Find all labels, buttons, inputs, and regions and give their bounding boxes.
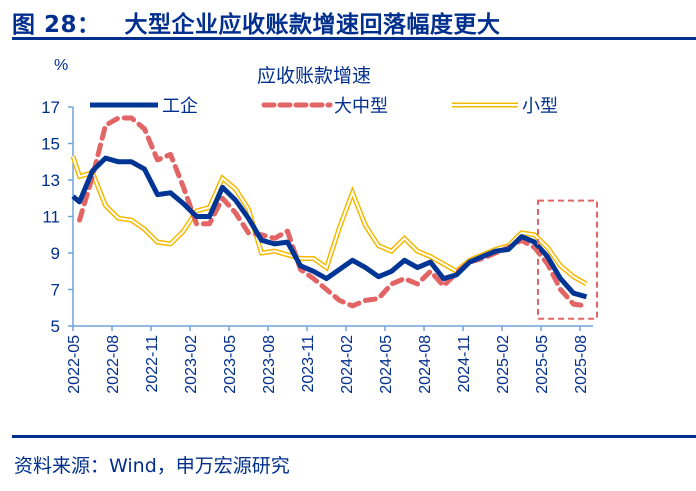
y-axis-unit: % <box>54 57 68 74</box>
x-tick-label: 2024-08 <box>417 335 434 394</box>
x-tick-label: 2025-08 <box>573 335 590 394</box>
x-ticks: 2022-05 2022-08 2022-11 2023-02 2023-05 2023-… <box>66 326 590 394</box>
x-tick-label: 2025-02 <box>495 335 512 394</box>
x-tick-label: 2024-02 <box>339 335 356 394</box>
series-line-large-medium <box>77 115 589 309</box>
legend-label-small: 小型 <box>522 96 558 117</box>
x-tick-label: 2022-05 <box>66 335 83 394</box>
legend-label-large-medium: 大中型 <box>334 96 388 117</box>
legend-label-industrial: 工企 <box>162 96 198 117</box>
y-tick-label: 15 <box>41 135 60 154</box>
x-tick-label: 2022-11 <box>144 335 161 393</box>
x-tick-label: 2024-05 <box>378 335 395 394</box>
x-tick-label: 2025-05 <box>534 335 551 394</box>
title-underline <box>12 37 696 40</box>
x-tick-label: 2023-08 <box>261 335 278 394</box>
footer-rule <box>12 435 696 438</box>
x-tick-label: 2024-11 <box>456 335 473 393</box>
highlight-box <box>537 199 598 320</box>
figure-title: 图 28： 大型企业应收账款增速回落幅度更大 <box>12 5 501 39</box>
x-tick-label: 2023-05 <box>222 335 239 394</box>
x-tick-label: 2023-11 <box>300 335 317 393</box>
y-ticks: 5 7 9 11 13 15 17 <box>41 98 73 336</box>
chart-title: 应收账款增速 <box>257 65 371 87</box>
series-lines <box>70 115 589 309</box>
y-tick-label: 7 <box>51 281 60 300</box>
y-tick-label: 17 <box>41 98 60 117</box>
y-tick-label: 11 <box>42 208 60 227</box>
source-note: 资料来源：Wind，申万宏源研究 <box>14 455 290 477</box>
figure-number: 图 28： <box>12 12 101 38</box>
x-tick-label: 2023-02 <box>183 335 200 394</box>
y-tick-label: 13 <box>41 171 60 190</box>
figure-title-text: 大型企业应收账款增速回落幅度更大 <box>124 12 501 38</box>
legend: 工企 大中型 小型 <box>90 96 558 117</box>
series-line-industrial <box>71 155 588 300</box>
y-tick-label: 9 <box>51 244 60 263</box>
x-tick-label: 2022-08 <box>105 335 122 394</box>
y-tick-label: 5 <box>51 317 60 336</box>
